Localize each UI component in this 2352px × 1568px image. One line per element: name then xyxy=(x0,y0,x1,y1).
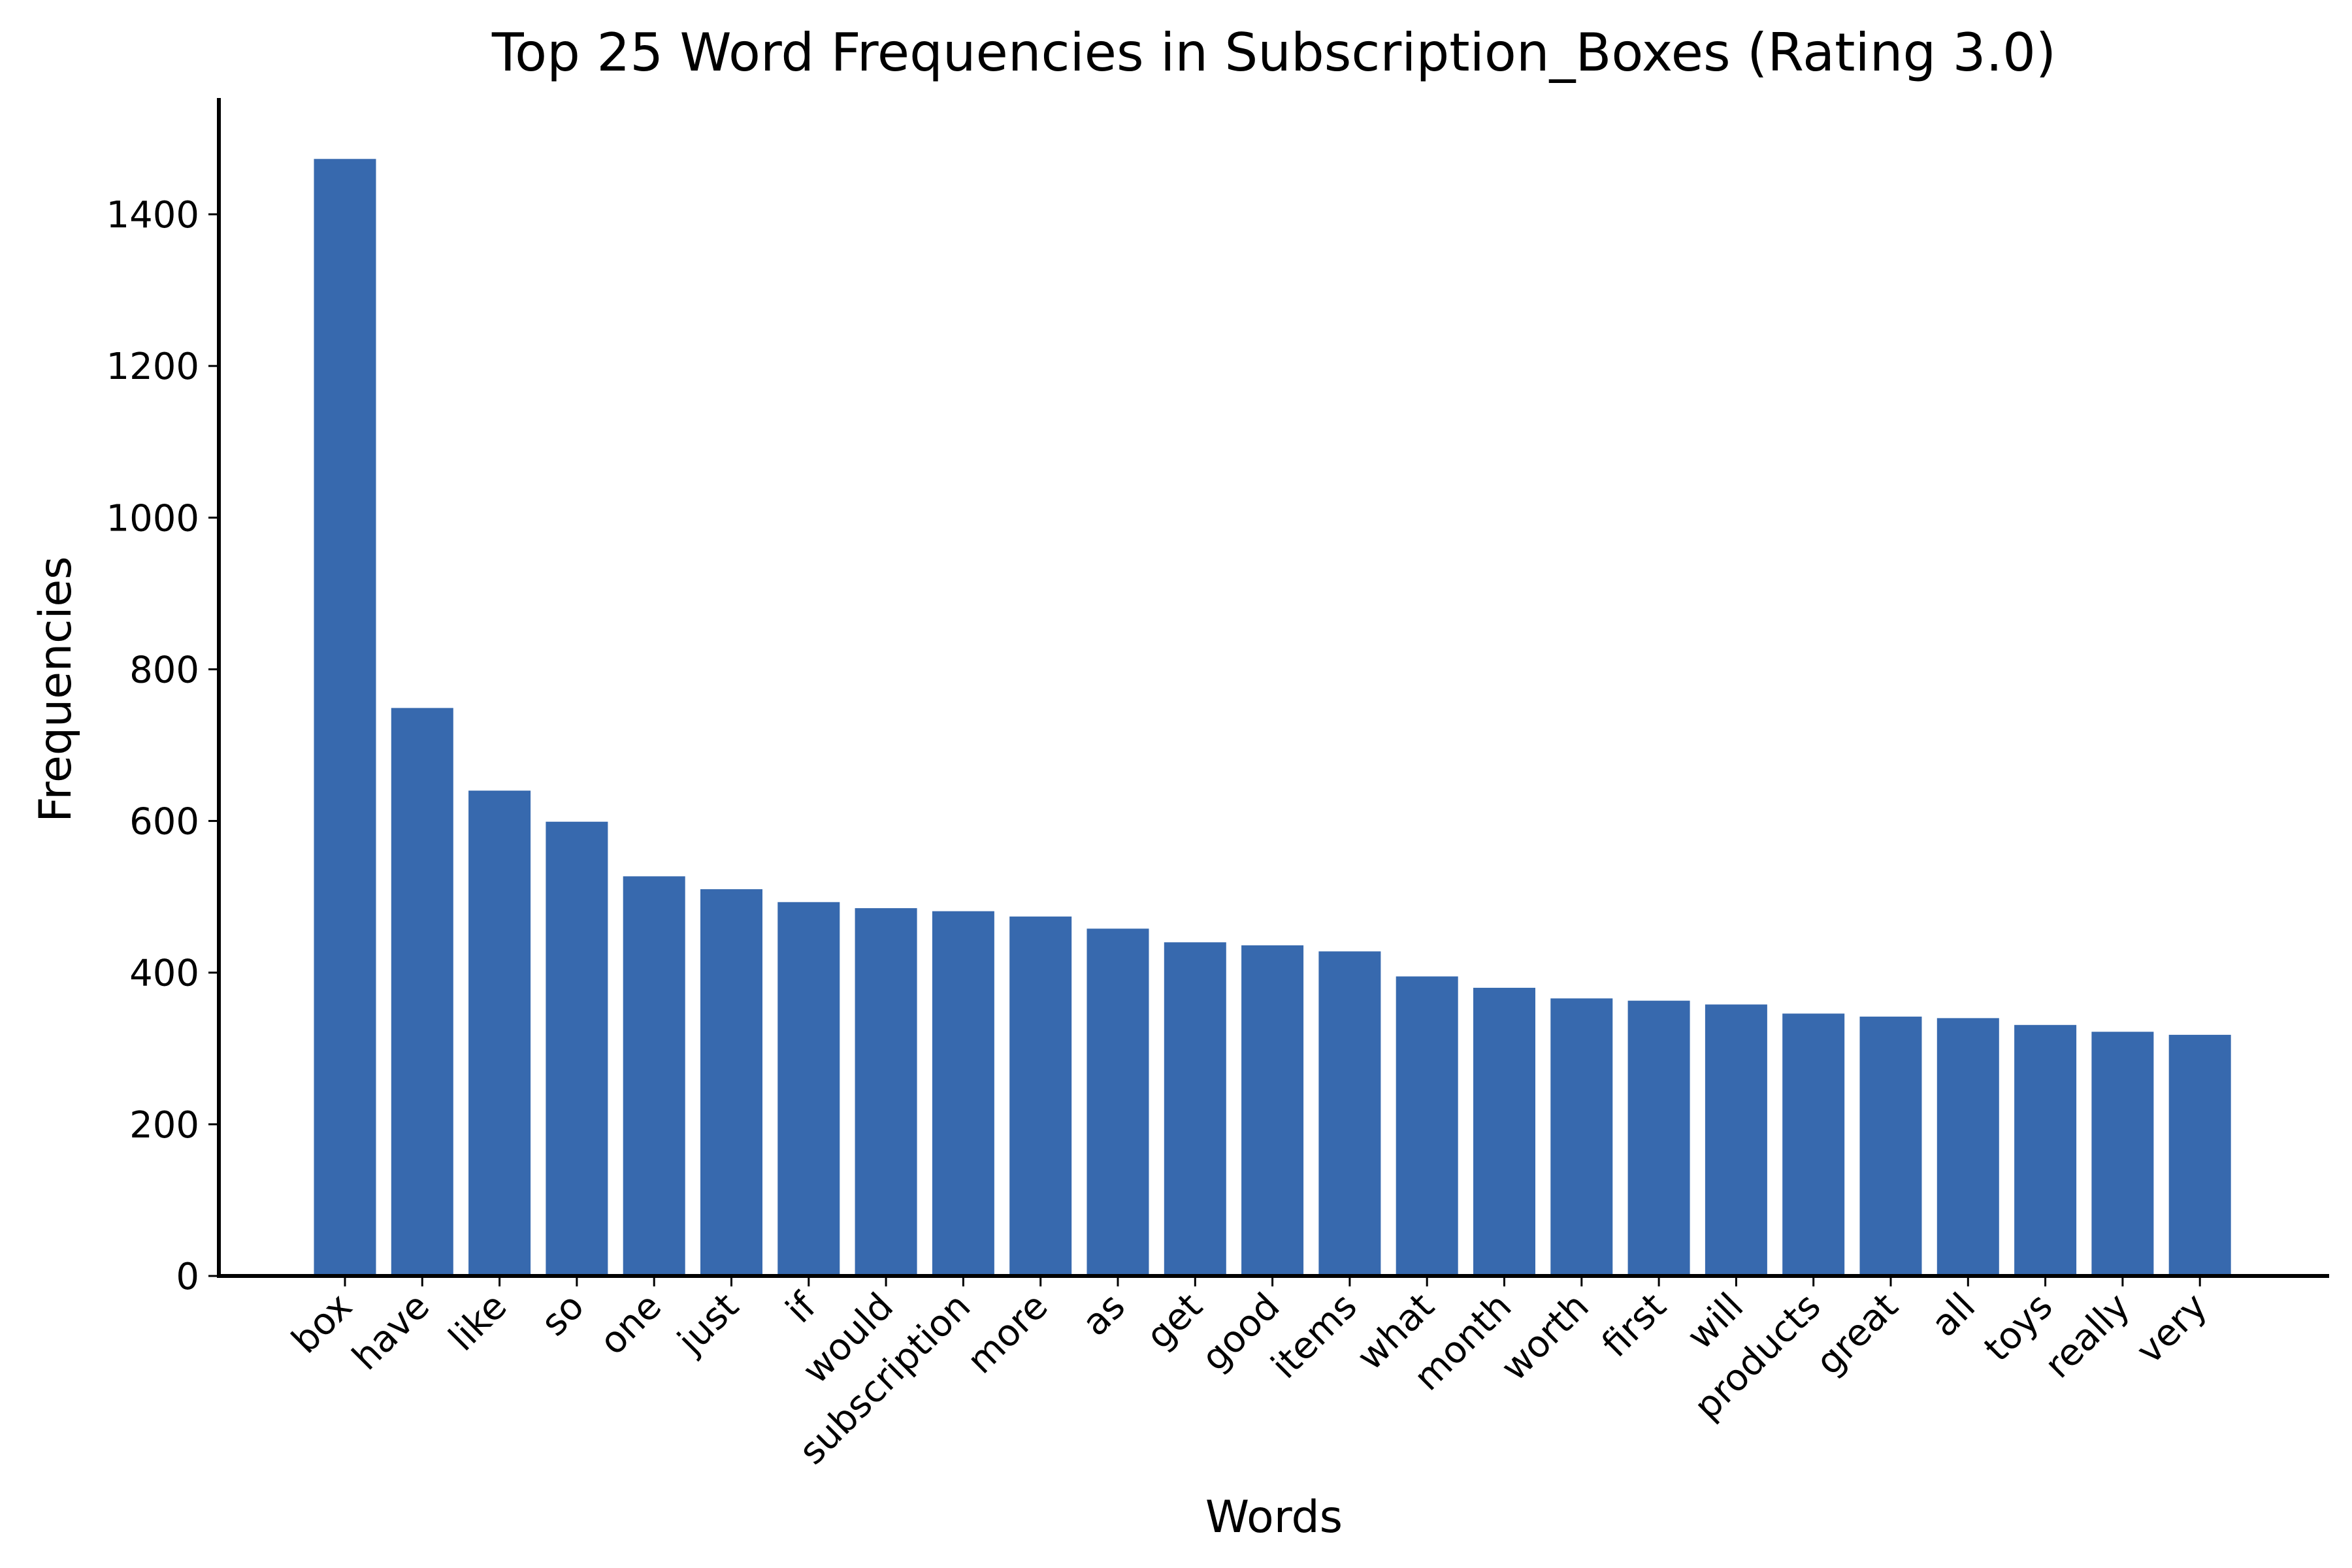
bar-get xyxy=(1164,942,1226,1276)
bar-toys xyxy=(2014,1024,2077,1276)
y-axis-ticks: 0 200 400 600 800 1000 1200 1400 xyxy=(106,194,219,1298)
bar-if xyxy=(777,902,840,1276)
x-tick-label: just xyxy=(669,1285,747,1364)
bar-first xyxy=(1627,1000,1690,1276)
bars-group xyxy=(314,159,2231,1277)
y-tick-label: 200 xyxy=(129,1104,199,1147)
x-tick-label: worth xyxy=(1493,1285,1597,1389)
bar-all xyxy=(1936,1018,1999,1276)
bar-so xyxy=(546,821,608,1276)
bar-have xyxy=(391,708,453,1276)
x-tick-label: items xyxy=(1264,1285,1365,1387)
bar-like xyxy=(468,791,531,1276)
x-tick-label: like xyxy=(441,1285,515,1360)
y-tick-label: 1400 xyxy=(106,194,199,237)
x-tick-label: one xyxy=(591,1285,670,1364)
y-tick-label: 400 xyxy=(129,953,199,995)
bar-box xyxy=(314,159,376,1277)
bar-more xyxy=(1009,916,1072,1276)
bar-items xyxy=(1318,951,1381,1276)
y-tick-label: 1200 xyxy=(106,346,199,388)
y-axis-label: Frequencies xyxy=(30,556,82,822)
y-tick-label: 1000 xyxy=(106,497,199,540)
y-tick-label: 800 xyxy=(129,649,199,691)
bar-great xyxy=(1859,1017,1922,1276)
bar-very xyxy=(2168,1034,2231,1276)
bar-as xyxy=(1086,928,1149,1276)
bar-subscription xyxy=(932,911,994,1276)
x-tick-label: have xyxy=(344,1285,438,1379)
bar-will xyxy=(1705,1004,1767,1276)
bar-month xyxy=(1473,987,1535,1276)
bar-would xyxy=(855,908,917,1276)
y-tick-label: 600 xyxy=(129,801,199,843)
y-tick-label: 0 xyxy=(176,1256,199,1298)
x-tick-label: if xyxy=(778,1284,825,1331)
x-tick-label: first xyxy=(1594,1285,1674,1365)
chart-title: Top 25 Word Frequencies in Subscription_… xyxy=(491,22,2056,83)
x-tick-label: really xyxy=(2036,1285,2138,1386)
x-tick-label: great xyxy=(1808,1285,1906,1384)
x-tick-label: very xyxy=(2129,1285,2215,1372)
x-axis-label: Words xyxy=(1205,1492,1343,1543)
x-tick-label: as xyxy=(1074,1285,1134,1345)
bar-just xyxy=(700,889,762,1276)
bar-worth xyxy=(1550,998,1613,1276)
bar-really xyxy=(2091,1032,2154,1276)
bar-what xyxy=(1396,976,1458,1276)
bar-good xyxy=(1241,945,1304,1276)
bar-one xyxy=(623,876,685,1276)
x-tick-label: all xyxy=(1923,1285,1984,1345)
x-tick-label: so xyxy=(533,1285,593,1345)
bar-products xyxy=(1782,1013,1845,1276)
x-tick-label: more xyxy=(959,1285,1056,1382)
